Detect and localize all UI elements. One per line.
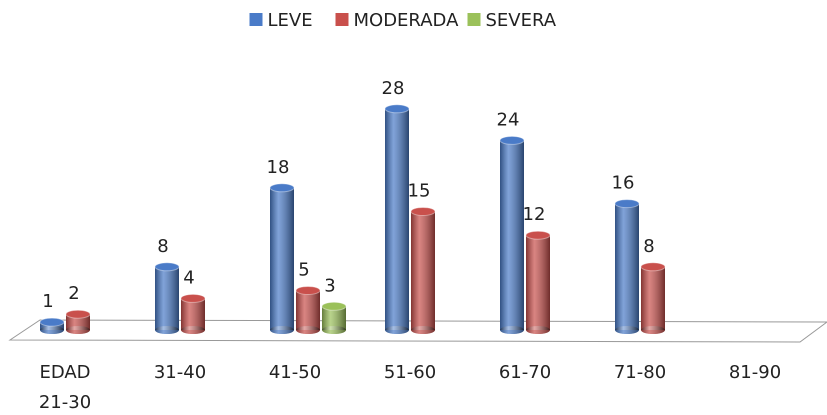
bar-shade (500, 140, 524, 330)
bar-shade (641, 266, 665, 330)
bar-top (65, 309, 91, 319)
x-tick-label: EDAD 21-30 (38, 362, 92, 413)
legend-label: LEVE (268, 10, 313, 31)
data-label: 16 (612, 173, 635, 194)
bar-top (39, 317, 65, 327)
bar (321, 301, 347, 334)
legend-swatch (335, 13, 349, 26)
bar-bottom-shade (296, 326, 320, 334)
bar-bottom-shade (411, 326, 435, 334)
bar-top (321, 301, 347, 311)
data-label: 24 (497, 109, 520, 130)
bar-shade (270, 187, 294, 330)
bar-bottom-shade (66, 326, 90, 334)
x-tick-label: 71-80 (613, 362, 667, 383)
bar-top (180, 293, 206, 303)
bar-shade (526, 235, 550, 330)
bar-bottom-shade (385, 326, 409, 334)
bar (154, 262, 180, 334)
bar-shade (155, 266, 179, 330)
x-tick-label: 61-70 (498, 362, 552, 383)
data-label: 28 (382, 78, 405, 99)
bar (269, 183, 295, 334)
bar-top (640, 262, 666, 272)
x-tick-label: 51-60 (383, 362, 437, 383)
bar-bottom-shade (615, 326, 639, 334)
legend-swatch (249, 13, 263, 26)
bar (499, 135, 525, 334)
bar (384, 104, 410, 334)
bar (39, 317, 65, 334)
bar-bottom-shade (641, 326, 665, 334)
legend-label: MODERADA (354, 10, 460, 31)
bar-top (154, 262, 180, 272)
data-label: 1 (42, 291, 53, 312)
bar-top (614, 199, 640, 209)
bar-top (269, 183, 295, 193)
data-label: 4 (183, 267, 194, 288)
x-tick-label: 31-40 (153, 362, 207, 383)
legend-label: SEVERA (486, 10, 557, 31)
data-label: 3 (324, 275, 335, 296)
data-label: 8 (643, 236, 654, 257)
bar-bottom-shade (500, 326, 524, 334)
bar-shade (66, 314, 90, 330)
bar-bottom-shade (526, 326, 550, 334)
x-tick-label: 41-50 (268, 362, 322, 383)
bar-shade (181, 298, 205, 330)
data-label: 5 (298, 260, 309, 281)
bar-top (384, 104, 410, 114)
bar-bottom-shade (40, 326, 64, 334)
bar-bottom-shade (322, 326, 346, 334)
bar (65, 309, 91, 334)
data-label: 12 (523, 204, 546, 225)
data-label: 8 (157, 236, 168, 257)
x-tick-label: 81-90 (728, 362, 782, 383)
bar-shade (385, 108, 409, 330)
bar-top (295, 286, 321, 295)
bar-top (525, 230, 551, 240)
bar (410, 207, 436, 334)
bar (295, 286, 321, 334)
bar (614, 199, 640, 334)
bar-shade (322, 306, 346, 330)
bar-shade (411, 211, 435, 330)
bar (180, 293, 206, 334)
bar (640, 262, 666, 334)
data-label: 18 (267, 157, 290, 178)
bar (525, 230, 551, 334)
bar-shade (296, 290, 320, 330)
bar-bottom-shade (181, 326, 205, 334)
bar-bottom-shade (270, 326, 294, 334)
bar-top (499, 135, 525, 145)
bar-bottom-shade (155, 326, 179, 334)
legend-swatch (467, 13, 481, 26)
data-label: 2 (68, 283, 79, 304)
bar-top (410, 207, 436, 216)
data-label: 15 (408, 181, 431, 202)
bar-shade (615, 203, 639, 330)
